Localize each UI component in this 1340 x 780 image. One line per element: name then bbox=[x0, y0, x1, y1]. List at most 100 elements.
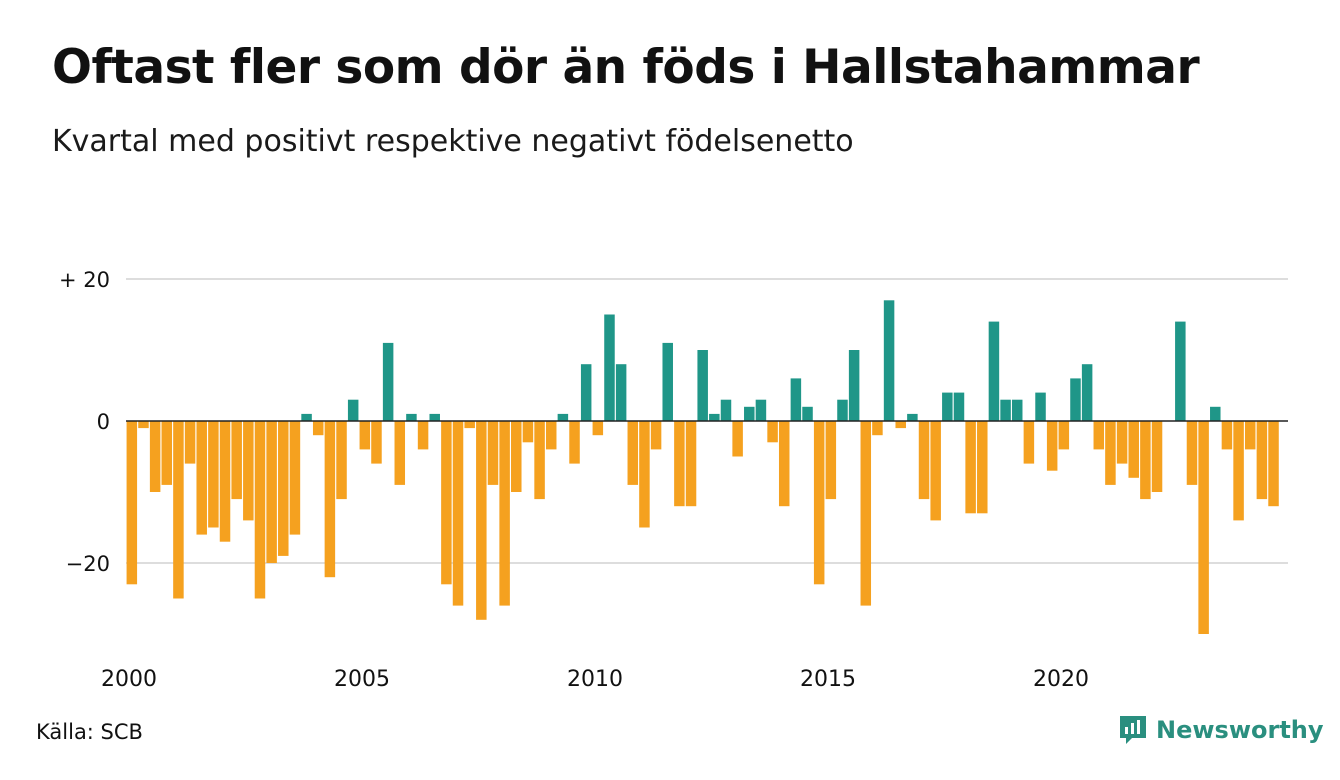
bar bbox=[289, 421, 301, 535]
bar bbox=[394, 421, 406, 485]
bar bbox=[406, 413, 417, 421]
bar bbox=[778, 421, 790, 507]
bar bbox=[685, 421, 697, 507]
bar bbox=[977, 421, 988, 514]
bar bbox=[511, 421, 522, 492]
chart-title: Oftast fler som dör än föds i Hallstaham… bbox=[52, 40, 1200, 95]
y-axis-ticks: + 20 0 −20 bbox=[59, 268, 110, 576]
bar bbox=[243, 421, 254, 521]
bar bbox=[382, 342, 394, 421]
bar bbox=[627, 421, 639, 485]
bar bbox=[336, 421, 347, 500]
x-tick-label: 2000 bbox=[101, 667, 157, 692]
bar bbox=[1093, 421, 1105, 450]
bar bbox=[674, 421, 685, 507]
x-axis-ticks: 2000 2005 2010 2015 2020 bbox=[101, 667, 1089, 692]
bar bbox=[732, 421, 743, 457]
brand: Newsworthy bbox=[1118, 714, 1324, 746]
bar bbox=[1070, 378, 1081, 421]
bar bbox=[860, 421, 872, 606]
bar bbox=[219, 421, 231, 542]
bar bbox=[452, 421, 464, 606]
brand-name: Newsworthy bbox=[1156, 716, 1324, 744]
bar bbox=[487, 421, 499, 485]
bar bbox=[930, 421, 941, 521]
bar bbox=[184, 421, 196, 464]
newsworthy-logo-icon bbox=[1120, 716, 1146, 744]
bar bbox=[697, 350, 708, 421]
bar bbox=[126, 421, 138, 585]
bar bbox=[872, 421, 883, 436]
bar bbox=[767, 421, 778, 443]
bar bbox=[755, 399, 767, 421]
bar bbox=[895, 421, 906, 429]
bar bbox=[825, 421, 837, 500]
bar bbox=[942, 392, 953, 421]
bar bbox=[802, 406, 813, 421]
bar bbox=[1186, 421, 1198, 485]
bar bbox=[161, 421, 173, 485]
bar bbox=[1116, 421, 1128, 464]
bar bbox=[918, 421, 930, 500]
bar bbox=[953, 392, 965, 421]
bar bbox=[965, 421, 976, 514]
bar bbox=[720, 399, 732, 421]
bar bbox=[1035, 392, 1046, 421]
gridlines bbox=[126, 278, 1288, 564]
bar bbox=[545, 421, 557, 450]
bar bbox=[592, 421, 604, 436]
bar bbox=[709, 413, 720, 421]
bar bbox=[813, 421, 825, 585]
source-note: Källa: SCB bbox=[36, 720, 143, 744]
bar bbox=[499, 421, 510, 606]
bar bbox=[883, 300, 895, 421]
bar bbox=[569, 421, 580, 464]
bar bbox=[790, 378, 802, 421]
x-tick-label: 2015 bbox=[800, 667, 856, 692]
bar bbox=[1233, 421, 1244, 521]
bar bbox=[347, 399, 359, 421]
bar bbox=[278, 421, 289, 556]
bars bbox=[126, 300, 1279, 634]
bar bbox=[138, 421, 149, 429]
y-tick-label: + 20 bbox=[59, 268, 110, 292]
bar bbox=[359, 421, 371, 450]
bar bbox=[1000, 399, 1011, 421]
bar bbox=[417, 421, 429, 450]
bar bbox=[1198, 421, 1209, 634]
bar bbox=[1175, 321, 1186, 421]
bar bbox=[266, 421, 277, 563]
bar bbox=[650, 421, 662, 450]
y-tick-label: 0 bbox=[97, 410, 110, 434]
bar bbox=[848, 350, 860, 421]
bar bbox=[301, 413, 312, 421]
bar bbox=[173, 421, 184, 599]
bar bbox=[1140, 421, 1151, 500]
bar bbox=[662, 342, 673, 421]
bar bbox=[231, 421, 242, 500]
bar bbox=[1151, 421, 1163, 492]
bar bbox=[1058, 421, 1070, 450]
bar bbox=[1256, 421, 1268, 500]
bar bbox=[557, 413, 569, 421]
x-tick-label: 2020 bbox=[1033, 667, 1089, 692]
bar bbox=[837, 399, 848, 421]
bar bbox=[534, 421, 545, 500]
bar bbox=[988, 321, 1000, 421]
bar bbox=[441, 421, 452, 585]
bar bbox=[464, 421, 475, 429]
bar bbox=[1011, 399, 1023, 421]
bar bbox=[1128, 421, 1139, 478]
bar bbox=[744, 406, 755, 421]
bar bbox=[1105, 421, 1116, 485]
y-tick-label: −20 bbox=[66, 552, 110, 576]
x-tick-label: 2010 bbox=[567, 667, 623, 692]
bar bbox=[371, 421, 382, 464]
bar bbox=[1023, 421, 1035, 464]
bar bbox=[476, 421, 487, 620]
bar bbox=[907, 413, 918, 421]
bar bbox=[580, 364, 592, 421]
bar bbox=[312, 421, 324, 436]
bar bbox=[208, 421, 219, 528]
